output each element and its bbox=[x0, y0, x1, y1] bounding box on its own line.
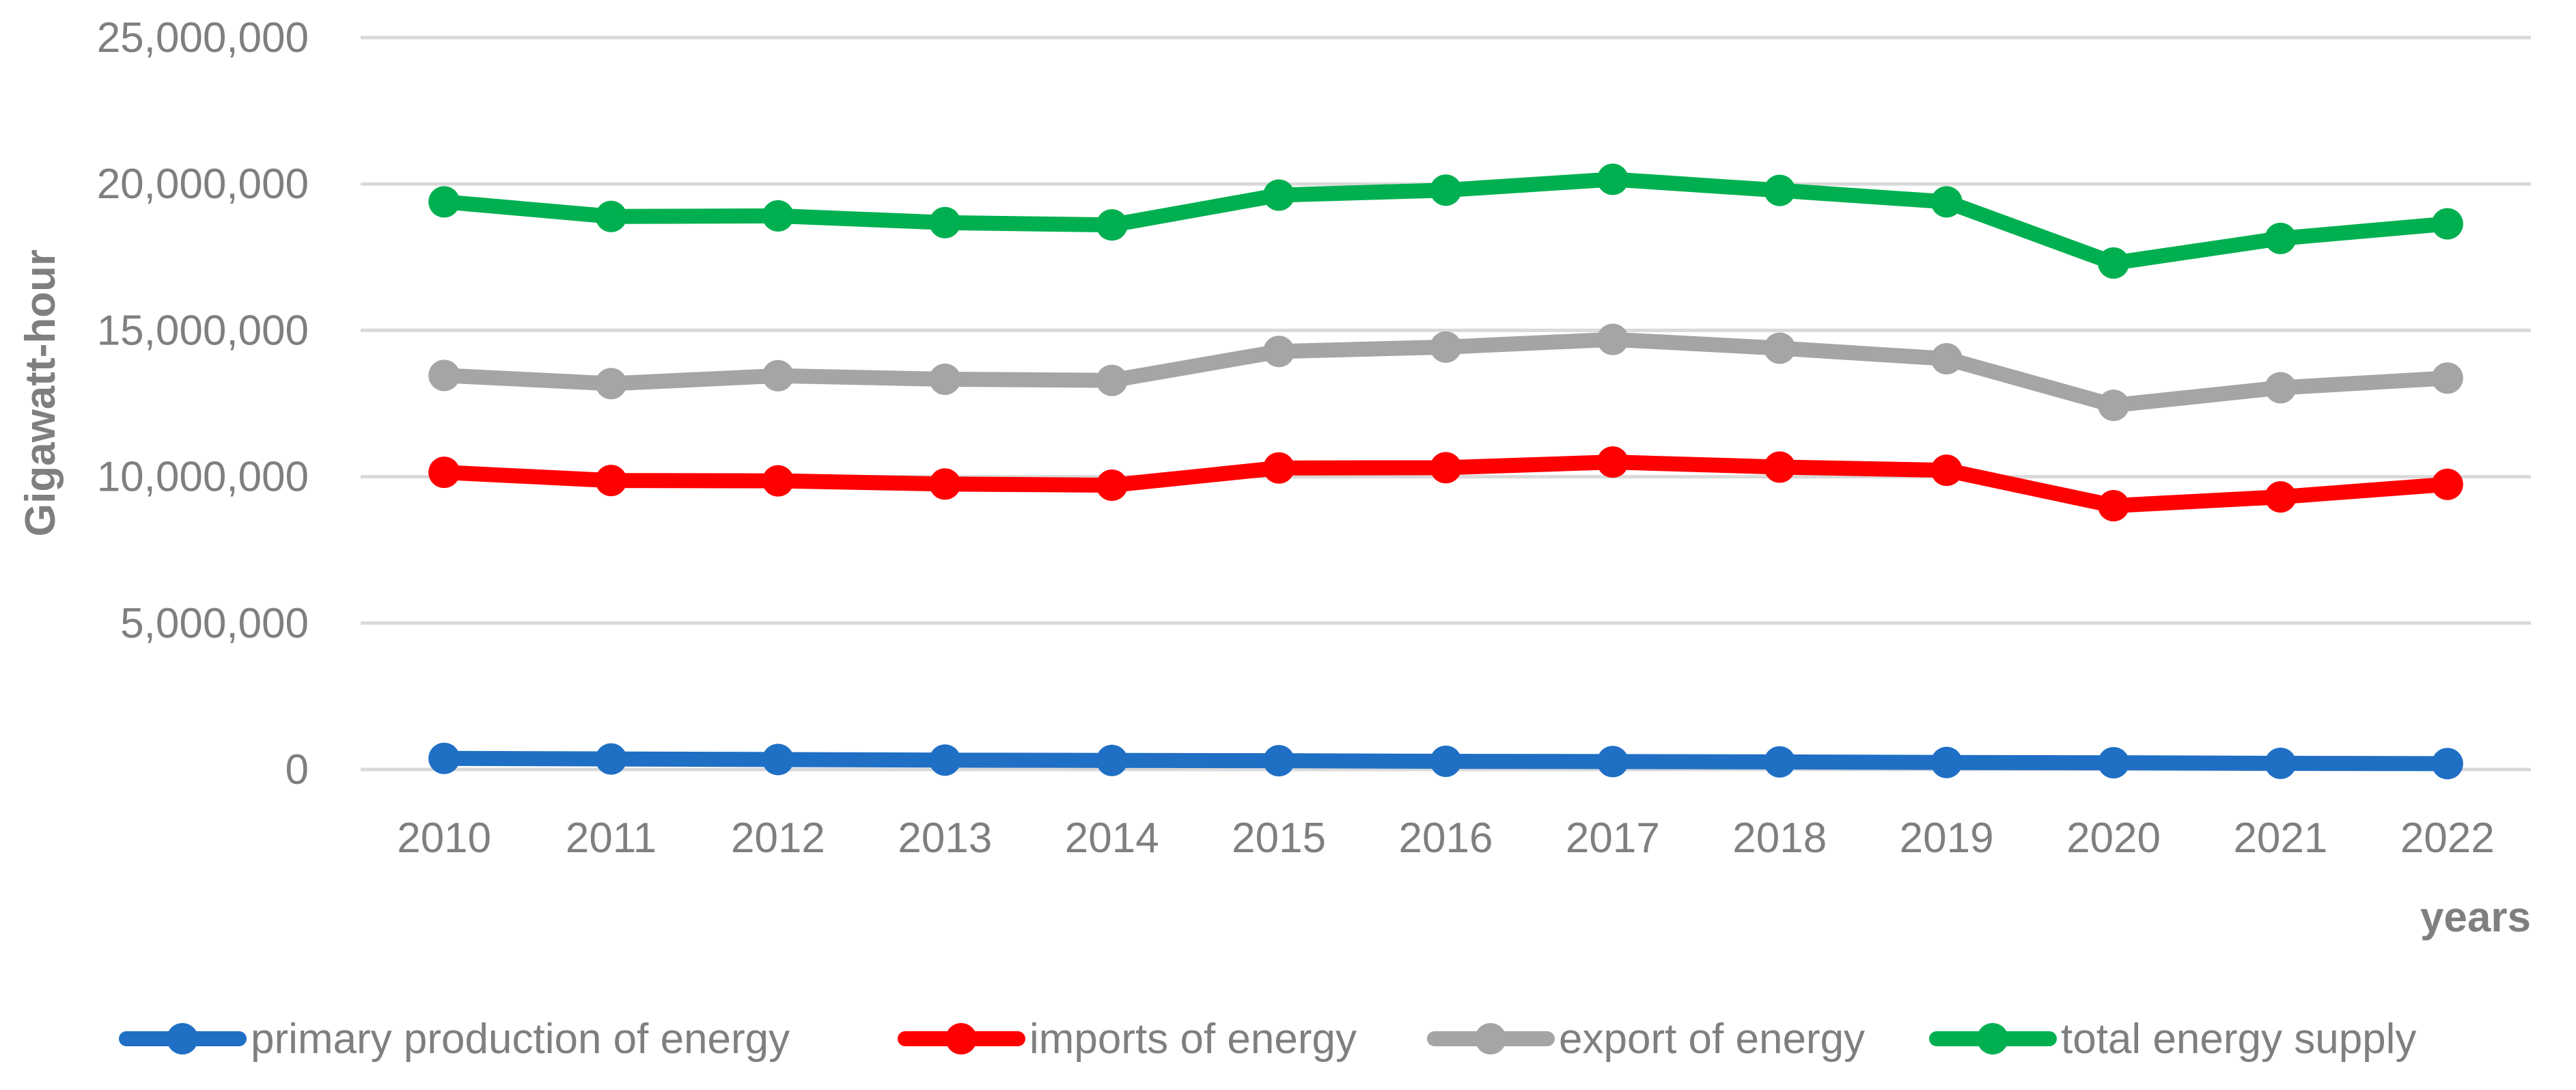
data-point bbox=[1430, 331, 1462, 363]
legend-item: export of energy bbox=[1427, 1016, 1865, 1063]
data-point bbox=[1764, 746, 1796, 778]
legend-swatch-marker bbox=[945, 1023, 977, 1054]
data-point bbox=[1263, 745, 1295, 777]
data-point bbox=[762, 200, 794, 232]
y-tick-label: 20,000,000 bbox=[97, 161, 309, 208]
legend-label: imports of energy bbox=[1029, 1016, 1357, 1063]
data-point bbox=[595, 743, 627, 775]
x-axis-title: years bbox=[2420, 894, 2531, 941]
data-point bbox=[1263, 452, 1295, 484]
data-point bbox=[1096, 364, 1128, 396]
data-point bbox=[2431, 362, 2463, 394]
data-point bbox=[1764, 332, 1796, 364]
y-axis-tick-labels: 0 5,000,000 10,000,000 15,000,000 20,000,000… bbox=[97, 14, 309, 793]
data-point bbox=[1930, 454, 1963, 487]
data-point bbox=[2098, 747, 2130, 779]
series-export-of-energy bbox=[428, 323, 2463, 422]
x-tick-label: 2018 bbox=[1732, 815, 1827, 862]
x-tick-label: 2010 bbox=[397, 815, 491, 862]
x-tick-label: 2017 bbox=[1566, 815, 1660, 862]
gridlines bbox=[361, 36, 2531, 772]
data-point bbox=[2265, 481, 2297, 513]
data-point bbox=[1930, 746, 1963, 778]
legend-item: total energy supply bbox=[1929, 1016, 2416, 1063]
data-point bbox=[1430, 746, 1462, 778]
x-tick-label: 2015 bbox=[1232, 815, 1326, 862]
legend-item: imports of energy bbox=[898, 1016, 1357, 1063]
y-axis-title: Gigawatt-hour bbox=[17, 249, 64, 536]
y-tick-label: 0 bbox=[286, 746, 309, 793]
data-point bbox=[428, 742, 460, 774]
legend-label: total energy supply bbox=[2061, 1016, 2416, 1063]
data-point bbox=[2098, 390, 2130, 422]
data-point bbox=[595, 368, 627, 400]
data-point bbox=[2431, 208, 2463, 240]
data-point bbox=[1596, 323, 1629, 355]
data-point bbox=[1596, 163, 1629, 195]
x-tick-label: 2022 bbox=[2400, 815, 2495, 862]
data-point bbox=[762, 359, 794, 392]
data-point bbox=[2098, 247, 2130, 279]
data-point bbox=[1430, 452, 1462, 484]
legend-label: export of energy bbox=[1559, 1016, 1865, 1063]
x-tick-label: 2016 bbox=[1399, 815, 1493, 862]
x-tick-label: 2012 bbox=[731, 815, 825, 862]
data-point bbox=[1764, 451, 1796, 483]
y-tick-label: 5,000,000 bbox=[120, 600, 309, 647]
data-point bbox=[428, 186, 460, 218]
data-point bbox=[595, 465, 627, 497]
y-tick-label: 15,000,000 bbox=[97, 307, 309, 354]
data-point bbox=[1096, 469, 1128, 502]
data-point bbox=[1930, 342, 1963, 374]
y-tick-label: 25,000,000 bbox=[97, 14, 309, 62]
x-tick-label: 2014 bbox=[1065, 815, 1159, 862]
data-point bbox=[1096, 744, 1128, 776]
data-point bbox=[428, 457, 460, 489]
data-point bbox=[428, 359, 460, 392]
data-point bbox=[929, 468, 961, 500]
data-point bbox=[1430, 174, 1462, 206]
x-tick-label: 2013 bbox=[898, 815, 992, 862]
x-tick-label: 2019 bbox=[1900, 815, 1994, 862]
data-point bbox=[1096, 209, 1128, 241]
legend-swatch-marker bbox=[1977, 1023, 2008, 1054]
series-primary-production-of-energy bbox=[428, 742, 2463, 780]
series-total-energy-supply bbox=[428, 163, 2463, 279]
data-point bbox=[929, 206, 961, 239]
data-point bbox=[1263, 336, 1295, 368]
legend-label: primary production of energy bbox=[251, 1016, 790, 1063]
data-point bbox=[1764, 174, 1796, 206]
data-point bbox=[2265, 748, 2297, 780]
data-point bbox=[1596, 746, 1629, 778]
data-point bbox=[2431, 468, 2463, 500]
legend-item: primary production of energy bbox=[119, 1016, 790, 1063]
data-point bbox=[929, 744, 961, 776]
x-tick-label: 2021 bbox=[2233, 815, 2327, 862]
data-point bbox=[762, 744, 794, 776]
data-point bbox=[762, 465, 794, 497]
data-point bbox=[2265, 222, 2297, 254]
legend-swatch-marker bbox=[167, 1023, 198, 1054]
data-point bbox=[1263, 179, 1295, 211]
y-tick-label: 10,000,000 bbox=[97, 454, 309, 501]
x-axis-tick-labels: 2010 2011 2012 2013 2014 2015 2016 2017 2018 2019… bbox=[397, 815, 2495, 862]
data-point bbox=[595, 200, 627, 232]
series-lines bbox=[428, 163, 2463, 780]
series-imports-of-energy bbox=[428, 446, 2463, 522]
legend: primary production of energy imports of e… bbox=[119, 1016, 2416, 1063]
data-point bbox=[1596, 446, 1629, 478]
data-point bbox=[2265, 372, 2297, 404]
data-point bbox=[1930, 186, 1963, 218]
legend-swatch-marker bbox=[1475, 1023, 1506, 1054]
x-tick-label: 2020 bbox=[2066, 815, 2161, 862]
data-point bbox=[2431, 748, 2463, 780]
data-point bbox=[929, 363, 961, 395]
x-tick-label: 2011 bbox=[566, 815, 656, 862]
data-point bbox=[2098, 490, 2130, 522]
